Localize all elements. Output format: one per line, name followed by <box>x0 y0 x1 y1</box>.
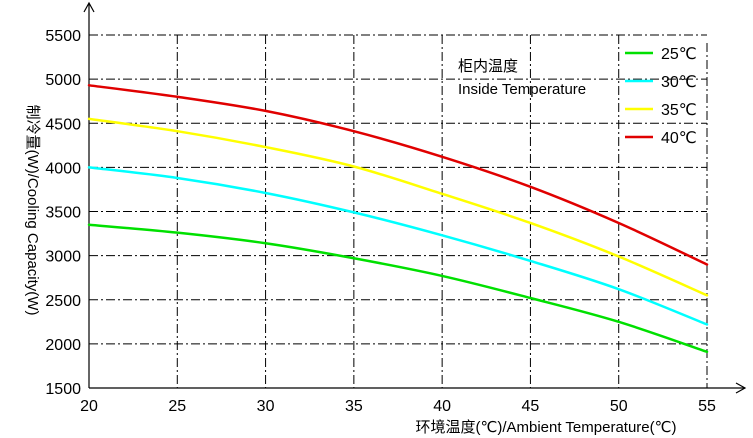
series-line-2 <box>87 117 709 297</box>
y-axis-arrow <box>83 1 95 13</box>
y-tick-label: 4500 <box>45 116 81 133</box>
grid-lines <box>89 34 708 388</box>
series-line-1 <box>87 166 709 326</box>
x-tick-label: 55 <box>698 398 716 415</box>
legend-label: 25℃ <box>661 46 697 63</box>
series-line-0 <box>87 223 709 354</box>
legend-label: 30℃ <box>661 74 697 91</box>
tick-labels: 20 25 30 35 40 45 50 55 1500 2000 2500 3000 3500 4000… <box>45 28 716 415</box>
y-tick-label: 5500 <box>45 28 81 45</box>
x-tick-label: 45 <box>522 398 540 415</box>
legend-label: 35℃ <box>661 102 697 119</box>
series-line-3 <box>87 84 709 266</box>
x-axis-arrow <box>735 382 747 394</box>
y-tick-label: 1500 <box>45 381 81 398</box>
legend-title-en: Inside Temperature <box>458 81 586 98</box>
x-axis-label: 环境温度(℃)/Ambient Temperature(℃) <box>416 418 677 436</box>
x-tick-label: 40 <box>433 398 451 415</box>
y-axis-label: 制冷量(W)/Cooling Capacity(W) <box>24 105 41 316</box>
x-tick-label: 20 <box>80 398 98 415</box>
y-tick-label: 2000 <box>45 337 81 354</box>
legend-label: 40℃ <box>661 130 697 147</box>
axes <box>83 1 747 394</box>
y-tick-label: 4000 <box>45 160 81 177</box>
y-tick-label: 5000 <box>45 72 81 89</box>
y-tick-label: 3500 <box>45 205 81 222</box>
x-tick-label: 30 <box>257 398 275 415</box>
x-tick-label: 50 <box>610 398 628 415</box>
series-lines <box>87 84 709 354</box>
x-tick-label: 25 <box>168 398 186 415</box>
x-tick-label: 35 <box>345 398 363 415</box>
legend: 25℃ 30℃ 35℃ 40℃ <box>625 46 697 147</box>
legend-title: 柜内温度 Inside Temperature <box>458 58 586 98</box>
legend-title-cn: 柜内温度 <box>458 58 518 75</box>
y-tick-label: 3000 <box>45 249 81 266</box>
y-tick-label: 2500 <box>45 293 81 310</box>
